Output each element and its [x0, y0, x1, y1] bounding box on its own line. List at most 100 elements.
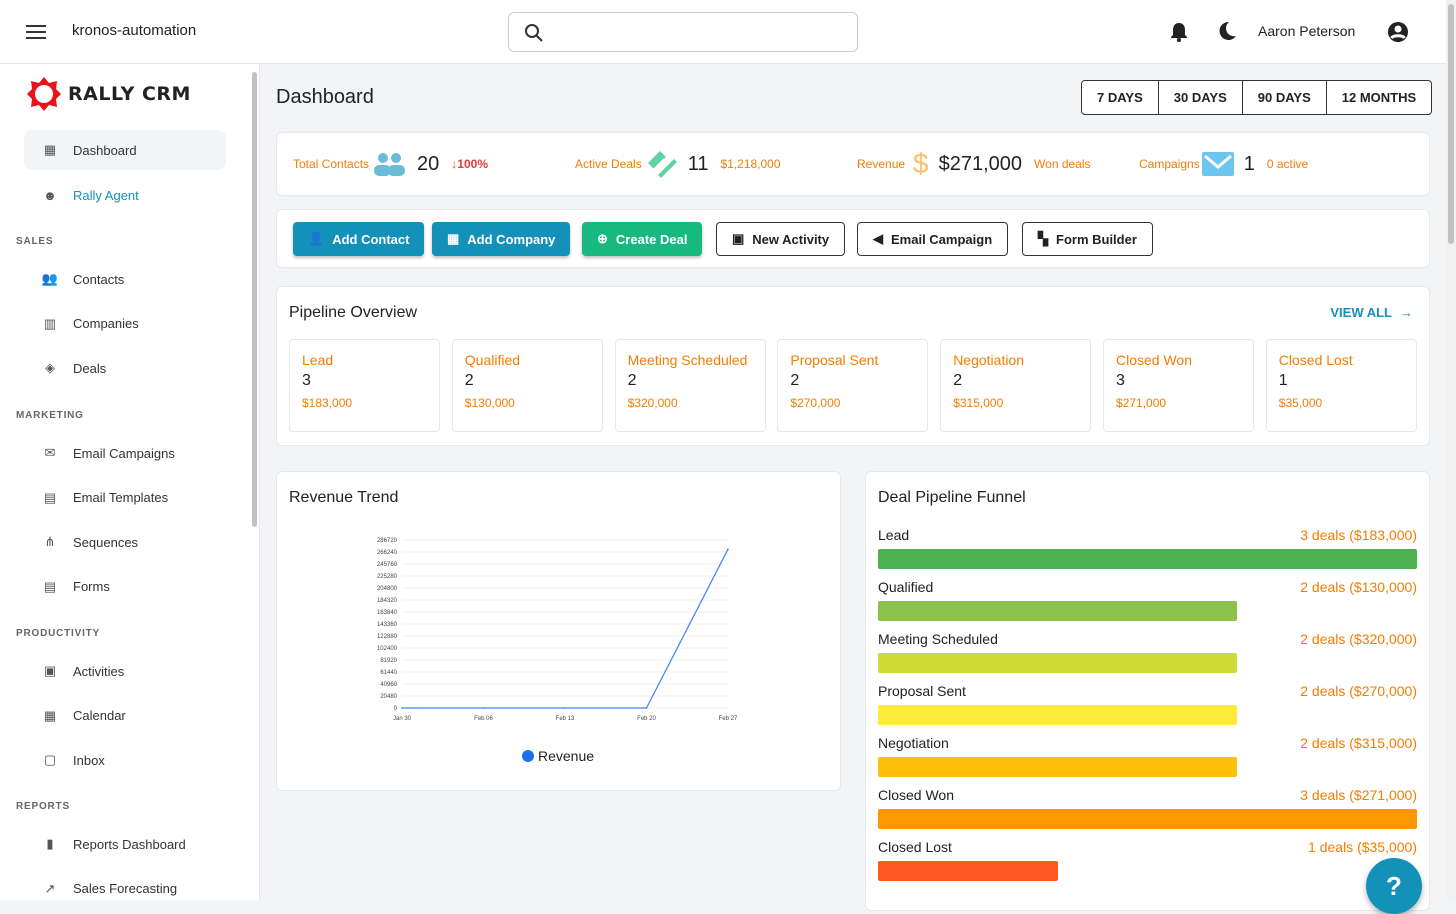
revenue-trend-title: Revenue Trend: [289, 489, 399, 506]
y-tick-label: 81920: [380, 658, 397, 664]
sidebar-item-rally-agent[interactable]: ☻ Rally Agent: [24, 175, 226, 215]
funnel-bar: [878, 757, 1238, 777]
form-icon: ▚: [1038, 231, 1048, 246]
y-tick-label: 204800: [377, 586, 398, 592]
plus-circle-icon: ⊕: [597, 231, 608, 246]
add-contact-button[interactable]: 👤 Add Contact: [293, 222, 425, 256]
x-tick-label: Feb 20: [637, 716, 656, 722]
pipeline-stage[interactable]: Negotiation 2 $315,000: [940, 339, 1092, 432]
megaphone-icon: ◀: [873, 231, 883, 246]
account-icon[interactable]: [1387, 21, 1409, 43]
funnel-row: Proposal Sent 2 deals ($270,000): [878, 683, 1417, 727]
funnel-row: Qualified 2 deals ($130,000): [878, 579, 1417, 623]
sidebar-item-contacts[interactable]: 👥 Contacts: [41, 271, 125, 287]
data-point: [482, 707, 485, 709]
x-tick-label: Jan 30: [393, 716, 412, 722]
y-tick-label: 61440: [380, 670, 397, 676]
dollar-icon: $: [913, 148, 929, 179]
help-button[interactable]: ?: [1366, 858, 1422, 914]
email-campaign-button[interactable]: ◀ Email Campaign: [857, 222, 1009, 256]
legend-marker: [522, 750, 534, 762]
create-deal-button[interactable]: ⊕ Create Deal: [582, 222, 703, 256]
funnel-row: Closed Lost 1 deals ($35,000): [878, 839, 1417, 883]
app-name: kronos-automation: [72, 22, 197, 39]
new-activity-button[interactable]: ▣ New Activity: [716, 222, 846, 256]
sidebar-item-inbox[interactable]: ▢ Inbox: [24, 740, 226, 780]
dark-mode-icon[interactable]: [1217, 21, 1237, 41]
pipeline-stage[interactable]: Qualified 2 $130,000: [451, 339, 603, 432]
sidebar-item-sales-forecasting[interactable]: ↗ Sales Forecasting: [24, 869, 226, 909]
sidebar-item-reports-dashboard[interactable]: ▮ Reports Dashboard: [24, 824, 226, 864]
funnel-bar: [878, 809, 1417, 829]
funnel-bar: [878, 549, 1417, 569]
user-name: Aaron Peterson: [1258, 23, 1356, 39]
x-tick-label: Feb 27: [719, 716, 738, 722]
bar-chart-icon: ▮: [46, 836, 54, 851]
stat-active-deals: Active Deals 11 $1,218,000: [575, 133, 781, 195]
page-title: Dashboard: [276, 86, 374, 108]
range-7-days[interactable]: 7 DAYS: [1097, 90, 1143, 105]
x-tick-label: Feb 06: [474, 716, 493, 722]
pipeline-stage[interactable]: Lead 3 $183,000: [289, 339, 440, 432]
sidebar-item-calendar[interactable]: ▦ Calendar: [24, 696, 226, 736]
funnel-bar: [878, 861, 1058, 881]
form-builder-button[interactable]: ▚ Form Builder: [1022, 222, 1153, 256]
data-point: [727, 548, 729, 551]
main-content: Dashboard 7 DAYS 30 DAYS 90 DAYS 12 MONT…: [260, 64, 1446, 911]
logo[interactable]: RALLY CRM: [26, 76, 191, 112]
funnel-bar: [878, 653, 1238, 673]
range-12-months[interactable]: 12 MONTHS: [1325, 81, 1431, 114]
y-tick-label: 163840: [377, 610, 398, 616]
sidebar-item-email-templates[interactable]: ▤ Email Templates: [24, 478, 226, 518]
page-scrollbar[interactable]: [1446, 0, 1456, 900]
mail-icon: [1201, 152, 1234, 176]
y-tick-label: 0: [394, 706, 398, 712]
robot-icon: ☻: [43, 187, 57, 203]
stat-total-contacts: Total Contacts 20 ↓100%: [293, 133, 488, 195]
top-bar: kronos-automation Aaron Peterson: [0, 0, 1446, 64]
revenue-chart: 0 20480 40960 61440 81920 102400 122880 143360 1…: [377, 538, 738, 764]
trend-icon: ↗: [44, 880, 56, 896]
add-company-button[interactable]: ▦ Add Company: [432, 222, 571, 256]
y-tick-label: 102400: [377, 646, 398, 652]
document-icon: ▤: [43, 489, 57, 505]
pipeline-stage[interactable]: Meeting Scheduled 2 $320,000: [614, 339, 766, 432]
search-input[interactable]: [508, 12, 858, 52]
pipeline-overview-card: Pipeline Overview VIEW ALL → Lead 3 $183,00…: [276, 286, 1430, 446]
funnel-bar: [878, 705, 1238, 725]
building-icon: ▥: [43, 315, 57, 331]
funnel-title: Deal Pipeline Funnel: [878, 489, 1026, 506]
quick-actions-card: 👤 Add Contact ▦ Add Company ⊕ Create Deal ▣…: [276, 209, 1430, 268]
range-90-days[interactable]: 90 DAYS: [1241, 81, 1326, 114]
sidebar-item-email-campaigns[interactable]: ✉ Email Campaigns: [24, 433, 226, 473]
y-tick-label: 40960: [380, 682, 397, 688]
calendar-icon: ▣: [43, 663, 57, 678]
view-all-link[interactable]: VIEW ALL →: [1330, 305, 1413, 320]
sidebar-item-deals[interactable]: ◈ Deals: [24, 348, 226, 388]
bell-icon[interactable]: [1169, 21, 1189, 43]
sidebar-item-forms[interactable]: ▤ Forms: [24, 567, 226, 607]
y-tick-label: 266240: [377, 550, 398, 556]
sidebar-item-companies[interactable]: ▥ Companies: [24, 304, 226, 344]
sidebar: RALLY CRM ▦ Dashboard ☻ Rally Agent SALES 👥 Co…: [0, 64, 260, 900]
range-30-days[interactable]: 30 DAYS: [1157, 81, 1242, 114]
menu-icon[interactable]: [26, 25, 46, 43]
pipeline-stage[interactable]: Closed Lost 1 $35,000: [1265, 339, 1417, 432]
y-tick-label: 225280: [377, 574, 398, 580]
sidebar-item-dashboard[interactable]: ▦ Dashboard: [24, 130, 226, 170]
data-point: [564, 707, 566, 709]
y-tick-label: 20480: [380, 694, 397, 700]
y-tick-label: 184320: [377, 598, 398, 604]
pipeline-stage[interactable]: Proposal Sent 2 $270,000: [777, 339, 929, 432]
sequence-icon: ⋔: [44, 534, 56, 549]
funnel-card: Deal Pipeline Funnel Lead 3 deals ($183,0…: [865, 471, 1430, 911]
clipboard-icon: ▤: [43, 578, 57, 594]
inbox-icon: ▢: [43, 752, 57, 767]
pipeline-stage[interactable]: Closed Won 3 $271,000: [1103, 339, 1254, 432]
legend-label[interactable]: Revenue: [538, 748, 594, 764]
sidebar-item-sequences[interactable]: ⋔ Sequences: [24, 522, 226, 562]
sidebar-item-activities[interactable]: ▣ Activities: [24, 651, 226, 691]
calendar-icon: ▣: [732, 231, 745, 246]
sidebar-scrollbar[interactable]: [252, 72, 257, 527]
funnel-row: Meeting Scheduled 2 deals ($320,000): [878, 631, 1417, 675]
